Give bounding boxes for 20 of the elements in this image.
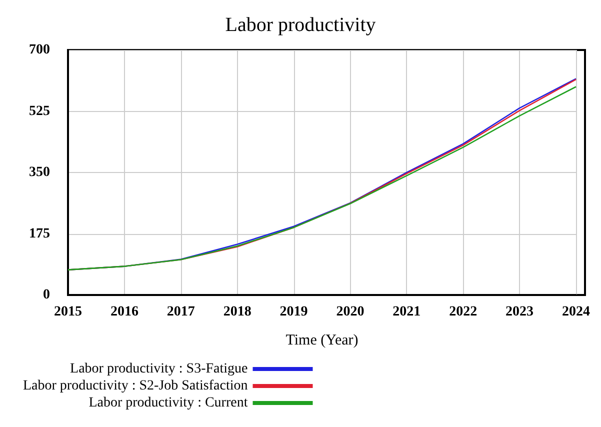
x-tick-label: 2018 (223, 304, 252, 320)
y-tick-label: 700 (29, 42, 50, 58)
x-tick-label: 2022 (449, 304, 478, 320)
y-tick-label: 175 (29, 226, 50, 242)
x-tick-label: 2017 (166, 304, 195, 320)
y-tick-label: 350 (29, 165, 50, 180)
x-tick-label: 2015 (54, 304, 82, 320)
y-tick-label: 525 (29, 104, 50, 119)
legend-label: Labor productivity : Current (88, 396, 248, 410)
x-tick-label: 2023 (506, 304, 534, 320)
x-tick-label: 2021 (392, 304, 421, 320)
legend-label: Labor productivity : S2-Job Satisfaction (22, 378, 248, 394)
x-axis-title: Time (Year) (286, 332, 358, 348)
chart-title: Labor productivity (225, 14, 376, 36)
x-tick-label: 2016 (110, 304, 138, 320)
x-tick-label: 2019 (280, 304, 308, 320)
x-tick-label: 2024 (562, 304, 590, 320)
y-tick-label: 0 (43, 288, 50, 302)
legend-label: Labor productivity : S3-Fatigue (70, 362, 248, 376)
x-tick-label: 2020 (336, 304, 364, 320)
